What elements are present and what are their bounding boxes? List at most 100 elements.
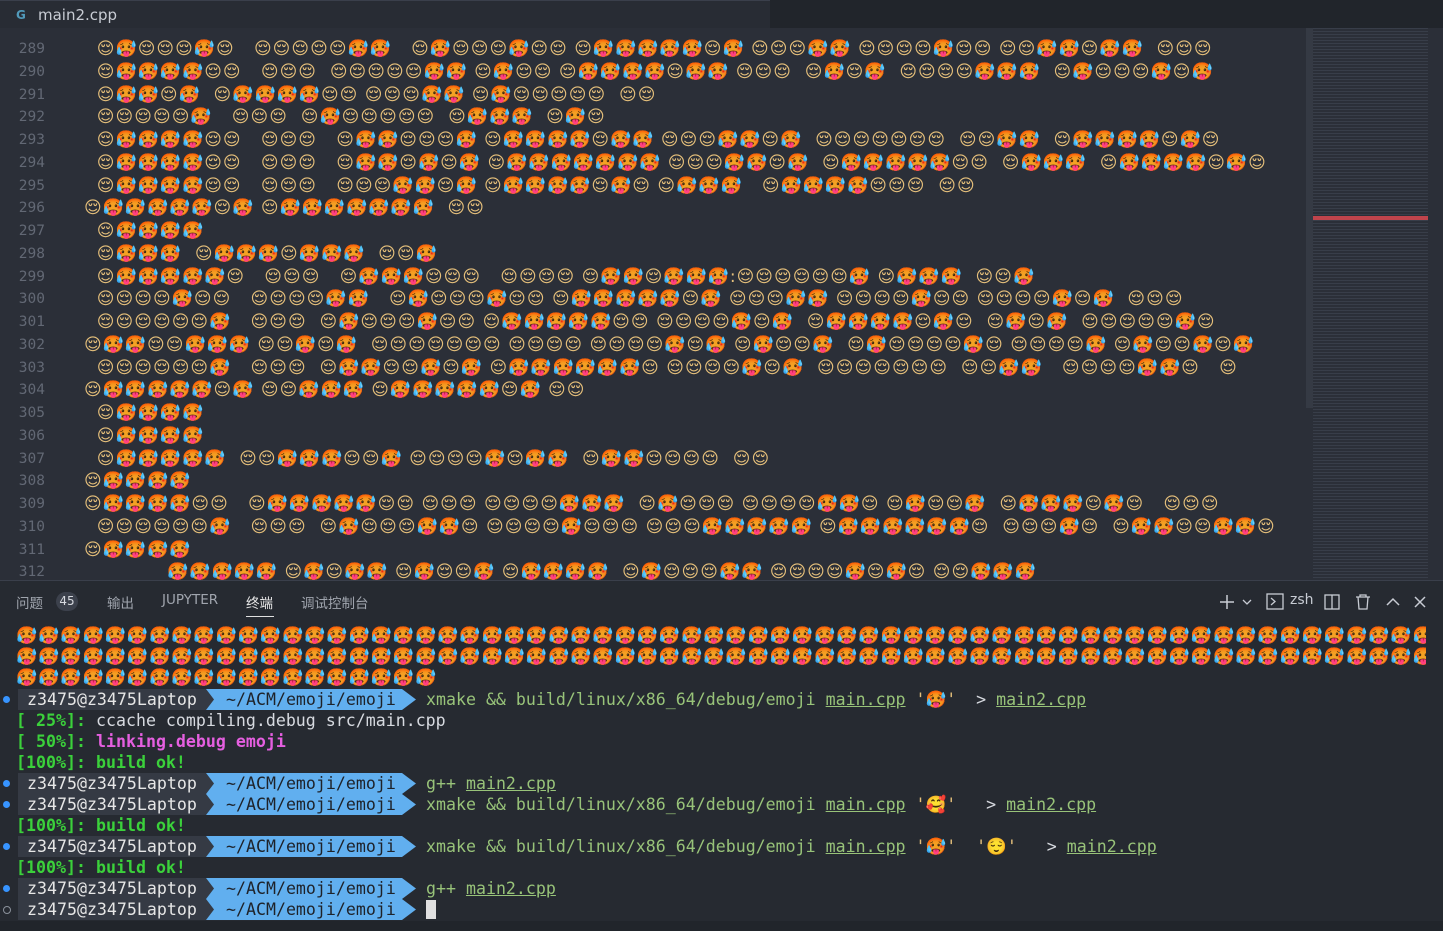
editor-tab[interactable]: G main2.cpp bbox=[0, 0, 770, 28]
code-line: 😌🥵🥵🥵🥵 bbox=[84, 425, 205, 446]
build-progress: [ 50%]: bbox=[16, 732, 86, 751]
command-part: main.cpp bbox=[825, 795, 906, 814]
terminal-output: 🥵🥵🥵🥵🥵🥵🥵🥵🥵🥵🥵🥵🥵🥵🥵🥵🥵🥵🥵🥵🥵🥵🥵🥵🥵🥵🥵🥵🥵🥵🥵🥵🥵🥵🥵🥵🥵🥵🥵🥵… bbox=[16, 647, 1426, 667]
prompt-path-bg bbox=[206, 794, 416, 815]
line-number: 312 bbox=[18, 564, 45, 580]
status-bar bbox=[0, 921, 1443, 931]
terminal-line: z3475@z3475Laptop ~/ACM/emoji/emoji xmake … bbox=[0, 836, 1443, 857]
cpp-icon: G bbox=[16, 8, 26, 22]
panel-tab[interactable]: 输出 bbox=[107, 596, 134, 612]
terminal-line: z3475@z3475Laptop ~/ACM/emoji/emoji xmake … bbox=[0, 689, 1443, 710]
prompt-user-bg bbox=[18, 773, 206, 794]
line-number: 300 bbox=[18, 291, 45, 308]
prompt-path: ~/ACM/emoji/emoji bbox=[226, 837, 396, 856]
tab-title: main2.cpp bbox=[38, 6, 118, 24]
prompt-path-bg bbox=[206, 878, 416, 899]
command: g++ main2.cpp bbox=[426, 773, 556, 794]
prompt-path: ~/ACM/emoji/emoji bbox=[226, 795, 396, 814]
prompt-user: z3475@z3475Laptop bbox=[27, 837, 197, 856]
command-part: g++ bbox=[426, 774, 466, 793]
build-progress: [100%]: bbox=[16, 753, 86, 772]
command-part: '😌' bbox=[966, 837, 1027, 856]
terminal-line: [100%]: build ok! bbox=[0, 752, 1443, 773]
terminal-line: z3475@z3475Laptop ~/ACM/emoji/emoji xmake … bbox=[0, 794, 1443, 815]
code-line: 😌🥵🥵🥵🥵🥵😌🥵 😌😌🥵🥵🥵 😌🥵🥵🥵🥵🥵😌🥵 😌😌 bbox=[84, 380, 586, 401]
prompt-user: z3475@z3475Laptop bbox=[27, 900, 197, 919]
line-number: 295 bbox=[18, 177, 45, 194]
command-part: > bbox=[966, 690, 997, 709]
command-part: main.cpp bbox=[825, 690, 906, 709]
command-part: xmake && build/linux/x86_64/debug/emoji bbox=[426, 837, 826, 856]
line-number: 296 bbox=[18, 200, 45, 217]
line-number: 304 bbox=[18, 382, 45, 399]
line-number: 298 bbox=[18, 245, 45, 262]
command-part: '🥵' bbox=[905, 837, 967, 856]
line-number: 297 bbox=[18, 223, 45, 239]
terminal: 🥵🥵🥵🥵🥵🥵🥵🥵🥵🥵🥵🥵🥵🥵🥵🥵🥵🥵🥵🥵🥵🥵🥵🥵🥵🥵🥵🥵🥵🥵🥵🥵🥵🥵🥵🥵🥵🥵🥵🥵… bbox=[0, 626, 1443, 921]
code-line: 😌🥵😌😌😌🥵😌 😌😌😌😌😌🥵🥵 😌🥵😌😌😌🥵😌😌 😌🥵🥵🥵🥵🥵😌🥵 😌😌😌🥵🥵 … bbox=[84, 39, 1213, 59]
command-part: main2.cpp bbox=[465, 879, 556, 898]
line-number: 303 bbox=[18, 359, 45, 376]
terminal-line: [100%]: build ok! bbox=[0, 857, 1443, 878]
prompt-user: z3475@z3475Laptop bbox=[27, 879, 197, 898]
prompt-path: ~/ACM/emoji/emoji bbox=[226, 774, 396, 793]
build-progress: [100%]: bbox=[16, 816, 86, 835]
new-terminal-button[interactable] bbox=[1218, 592, 1258, 612]
command-part: main2.cpp bbox=[996, 690, 1087, 709]
line-number: 305 bbox=[18, 405, 45, 421]
prompt-user-bg bbox=[18, 689, 206, 710]
code-line: 😌😌😌😌😌🥵 😌😌😌 😌🥵😌😌😌😌😌 😌🥵🥵🥵 😌🥵😌 bbox=[84, 107, 606, 128]
prompt-marker bbox=[3, 843, 10, 850]
build-progress: [100%]: bbox=[16, 858, 86, 877]
code-line: 😌🥵🥵🥵 😌🥵🥵🥵😌🥵🥵🥵 😌😌🥵 bbox=[84, 243, 438, 264]
prompt-user-bg bbox=[18, 878, 206, 899]
line-number: 311 bbox=[18, 541, 45, 558]
panel-tab[interactable]: 终端 bbox=[246, 596, 273, 612]
code-line: 😌🥵🥵😌🥵 😌🥵🥵🥵🥵😌😌 😌😌😌🥵🥵 😌🥵😌😌😌😌😌 😌😌 bbox=[84, 84, 657, 105]
panel-actions[interactable] bbox=[1322, 592, 1432, 612]
prompt-user-bg bbox=[18, 794, 206, 815]
prompt-user: z3475@z3475Laptop bbox=[27, 795, 197, 814]
terminal-output: 🥵🥵🥵🥵🥵🥵🥵🥵🥵🥵🥵🥵🥵🥵🥵🥵🥵🥵🥵🥵🥵🥵🥵🥵🥵🥵🥵🥵🥵🥵🥵🥵🥵🥵🥵🥵🥵🥵🥵🥵… bbox=[16, 626, 1426, 646]
code-line: 😌🥵🥵🥵🥵 bbox=[84, 221, 205, 241]
prompt-marker bbox=[3, 696, 10, 703]
cursor bbox=[426, 900, 436, 919]
command: xmake && build/linux/x86_64/debug/emoji … bbox=[426, 689, 1086, 710]
command: xmake && build/linux/x86_64/debug/emoji … bbox=[426, 794, 1096, 815]
build-message: ccache compiling.debug src/main.cpp bbox=[96, 711, 446, 730]
line-number: 309 bbox=[18, 496, 45, 512]
code-line: 😌🥵🥵🥵🥵🥵😌🥵 😌🥵🥵🥵🥵🥵🥵🥵 😌😌 bbox=[84, 198, 485, 219]
code-line: 😌😌😌😌😌😌🥵 😌😌😌 😌🥵😌😌😌🥵🥵😌 😌😌😌😌🥵😌😌😌 😌😌😌🥵🥵🥵🥵🥵 😌… bbox=[84, 516, 1276, 537]
prompt-user: z3475@z3475Laptop bbox=[27, 774, 197, 793]
terminal-line: z3475@z3475Laptop ~/ACM/emoji/emoji bbox=[0, 899, 1443, 920]
panel-tab[interactable]: JUPYTER bbox=[162, 592, 219, 608]
terminal-icon[interactable] bbox=[1266, 593, 1286, 611]
prompt-marker bbox=[3, 906, 11, 914]
line-number: 289 bbox=[18, 41, 45, 57]
command: xmake && build/linux/x86_64/debug/emoji … bbox=[426, 836, 1157, 857]
line-number: 302 bbox=[18, 336, 45, 353]
command-part: g++ bbox=[426, 879, 466, 898]
line-number: 290 bbox=[18, 63, 45, 80]
panel bbox=[0, 580, 1443, 921]
prompt-marker bbox=[3, 780, 10, 787]
terminal-line: [100%]: build ok! bbox=[0, 815, 1443, 836]
code-line: 😌🥵🥵🥵🥵😌😌 😌😌😌 😌😌😌😌😌🥵🥵 😌🥵😌😌 😌🥵🥵🥵🥵😌🥵🥵 😌😌😌 😌🥵… bbox=[84, 61, 1214, 82]
code-line: 🥵🥵🥵🥵🥵 😌🥵😌🥵🥵 😌🥵😌😌🥵 😌🥵🥵🥵🥵 😌🥵😌😌😌🥵🥵 😌😌😌😌🥵😌🥵😌… bbox=[84, 562, 1037, 580]
problems-badge: 45 bbox=[56, 592, 78, 611]
command-part: xmake && build/linux/x86_64/debug/emoji bbox=[426, 690, 826, 709]
panel-tab[interactable]: 调试控制台 bbox=[301, 596, 369, 612]
command-part: > bbox=[1026, 837, 1067, 856]
line-number: 307 bbox=[18, 450, 45, 467]
shell-name[interactable]: zsh bbox=[1290, 592, 1314, 608]
build-message: build ok! bbox=[96, 753, 186, 772]
terminal-line: [ 50%]: linking.debug emoji bbox=[0, 731, 1443, 752]
panel-tab[interactable]: 问题 bbox=[16, 596, 43, 612]
prompt-path-bg bbox=[206, 836, 416, 857]
code-line: 😌🥵🥵🥵🥵😌😌 😌😌😌 😌😌😌🥵🥵😌🥵 😌🥵🥵🥵🥵😌🥵😌 😌🥵🥵🥵 😌🥵🥵🥵🥵😌… bbox=[84, 175, 976, 196]
active-tab-indicator bbox=[246, 616, 274, 617]
terminal-output: 🥵🥵🥵🥵🥵🥵🥵🥵🥵🥵🥵🥵🥵🥵🥵🥵🥵🥵🥵 bbox=[16, 668, 438, 688]
prompt-path-bg bbox=[206, 899, 416, 920]
code-line: 😌🥵🥵🥵🥵 bbox=[84, 539, 192, 560]
code-line: 😌🥵🥵😌😌🥵🥵🥵 😌😌🥵😌🥵 😌😌😌😌😌😌😌 😌😌😌😌 😌😌😌😌🥵😌🥵 😌🥵😌😌… bbox=[84, 334, 1256, 355]
